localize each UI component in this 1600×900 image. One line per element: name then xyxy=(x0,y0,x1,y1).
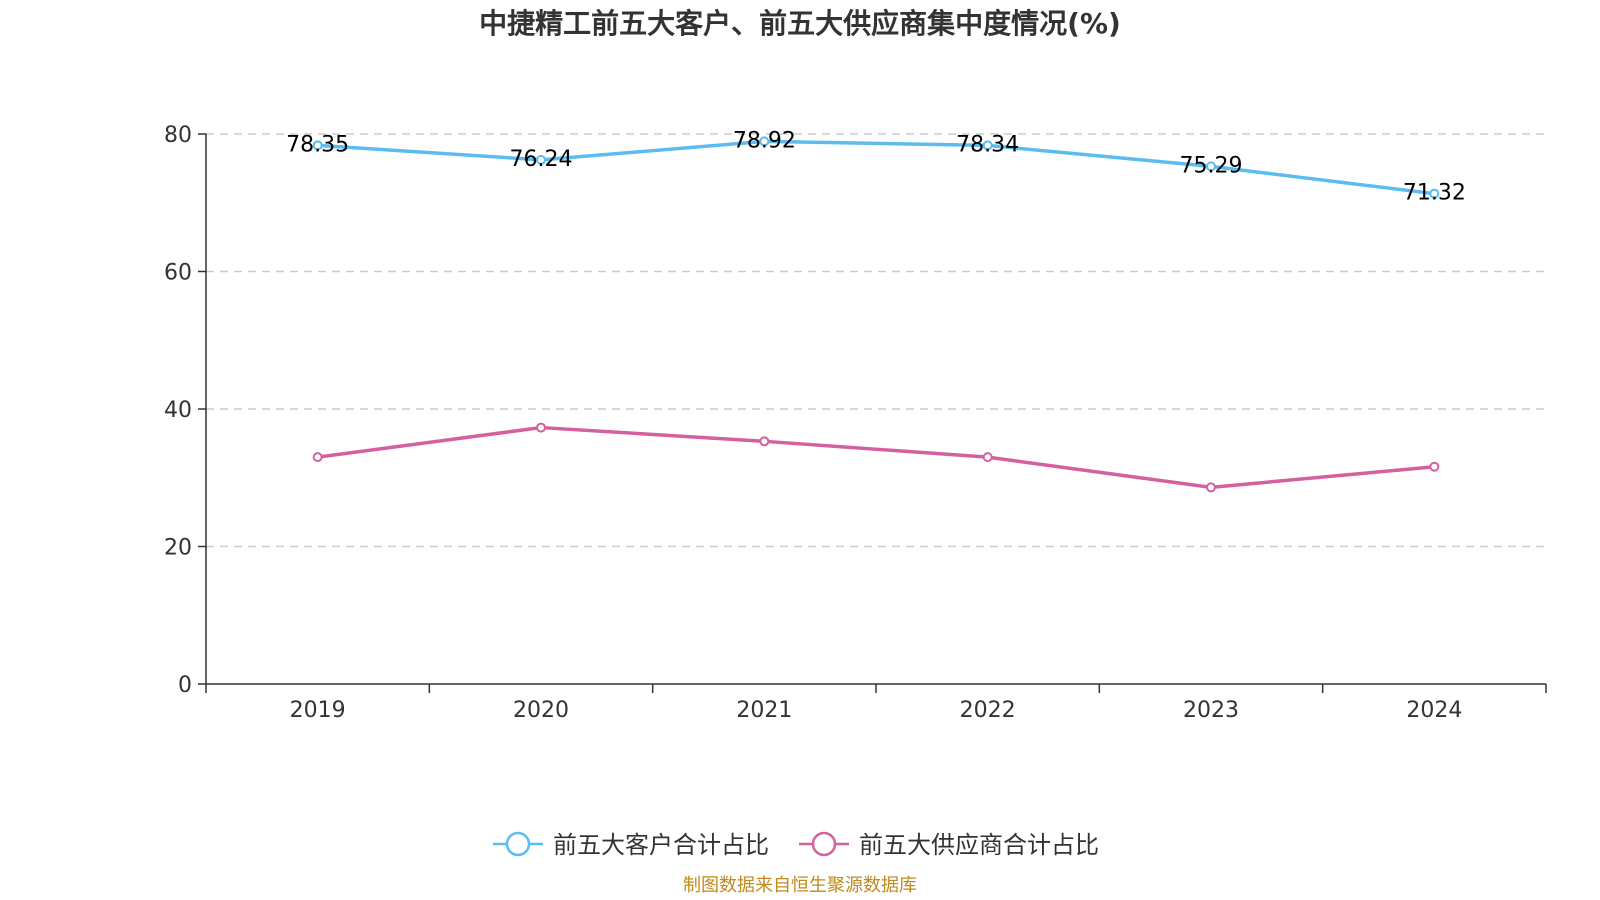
chart-title: 中捷精工前五大客户、前五大供应商集中度情况(%) xyxy=(479,7,1121,40)
x-tick-label: 2019 xyxy=(290,698,346,723)
series-line xyxy=(315,425,1437,490)
data-label: 78.34 xyxy=(956,132,1019,157)
series-group xyxy=(312,136,1440,493)
y-tick-label: 80 xyxy=(164,123,192,148)
data-point[interactable] xyxy=(312,452,323,463)
data-point[interactable] xyxy=(536,154,546,165)
legend-item[interactable]: 前五大客户合计占比 xyxy=(493,831,769,859)
data-point[interactable] xyxy=(982,452,993,463)
y-tick-label: 40 xyxy=(164,398,192,423)
data-label: 76.24 xyxy=(510,147,573,172)
data-point[interactable] xyxy=(759,436,770,447)
data-point[interactable] xyxy=(1429,461,1440,472)
data-label: 71.32 xyxy=(1403,181,1466,206)
data-point[interactable] xyxy=(312,140,323,151)
axes: 0 20 40 60 80 2019 2020 2021 2022 2023 2024 xyxy=(164,123,1547,723)
data-point[interactable] xyxy=(759,136,770,147)
x-tick-label: 2021 xyxy=(736,698,792,723)
legend[interactable]: 前五大客户合计占比 前五大供应商合计占比 xyxy=(493,831,1099,859)
legend-item[interactable]: 前五大供应商合计占比 xyxy=(799,831,1099,859)
legend-label: 前五大供应商合计占比 xyxy=(859,831,1099,859)
y-tick-label: 20 xyxy=(164,536,192,561)
x-tick-label: 2020 xyxy=(513,698,569,723)
source-note: 制图数据来自恒生聚源数据库 xyxy=(683,875,917,896)
y-tick-label: 0 xyxy=(178,673,192,698)
data-label: 75.29 xyxy=(1180,153,1243,178)
data-label: 78.35 xyxy=(286,132,349,157)
data-point[interactable] xyxy=(1206,161,1216,172)
data-point[interactable] xyxy=(1206,482,1216,493)
data-labels: 78.35 76.24 78.92 78.34 75.29 71.32 xyxy=(286,128,1466,205)
grid-lines xyxy=(206,133,1546,548)
data-point[interactable] xyxy=(536,422,546,433)
data-label: 78.92 xyxy=(733,128,796,153)
x-tick-label: 2024 xyxy=(1406,698,1462,723)
legend-marker-icon xyxy=(811,831,837,857)
x-tick-label: 2022 xyxy=(960,698,1016,723)
series-1 xyxy=(312,136,1440,199)
legend-label: 前五大客户合计占比 xyxy=(553,831,769,859)
series-line xyxy=(315,139,1437,196)
data-point[interactable] xyxy=(982,140,993,151)
series-2 xyxy=(312,422,1440,493)
data-point[interactable] xyxy=(1429,188,1440,199)
y-tick-label: 60 xyxy=(164,261,192,286)
legend-marker-icon xyxy=(505,831,531,857)
x-tick-label: 2023 xyxy=(1183,698,1239,723)
